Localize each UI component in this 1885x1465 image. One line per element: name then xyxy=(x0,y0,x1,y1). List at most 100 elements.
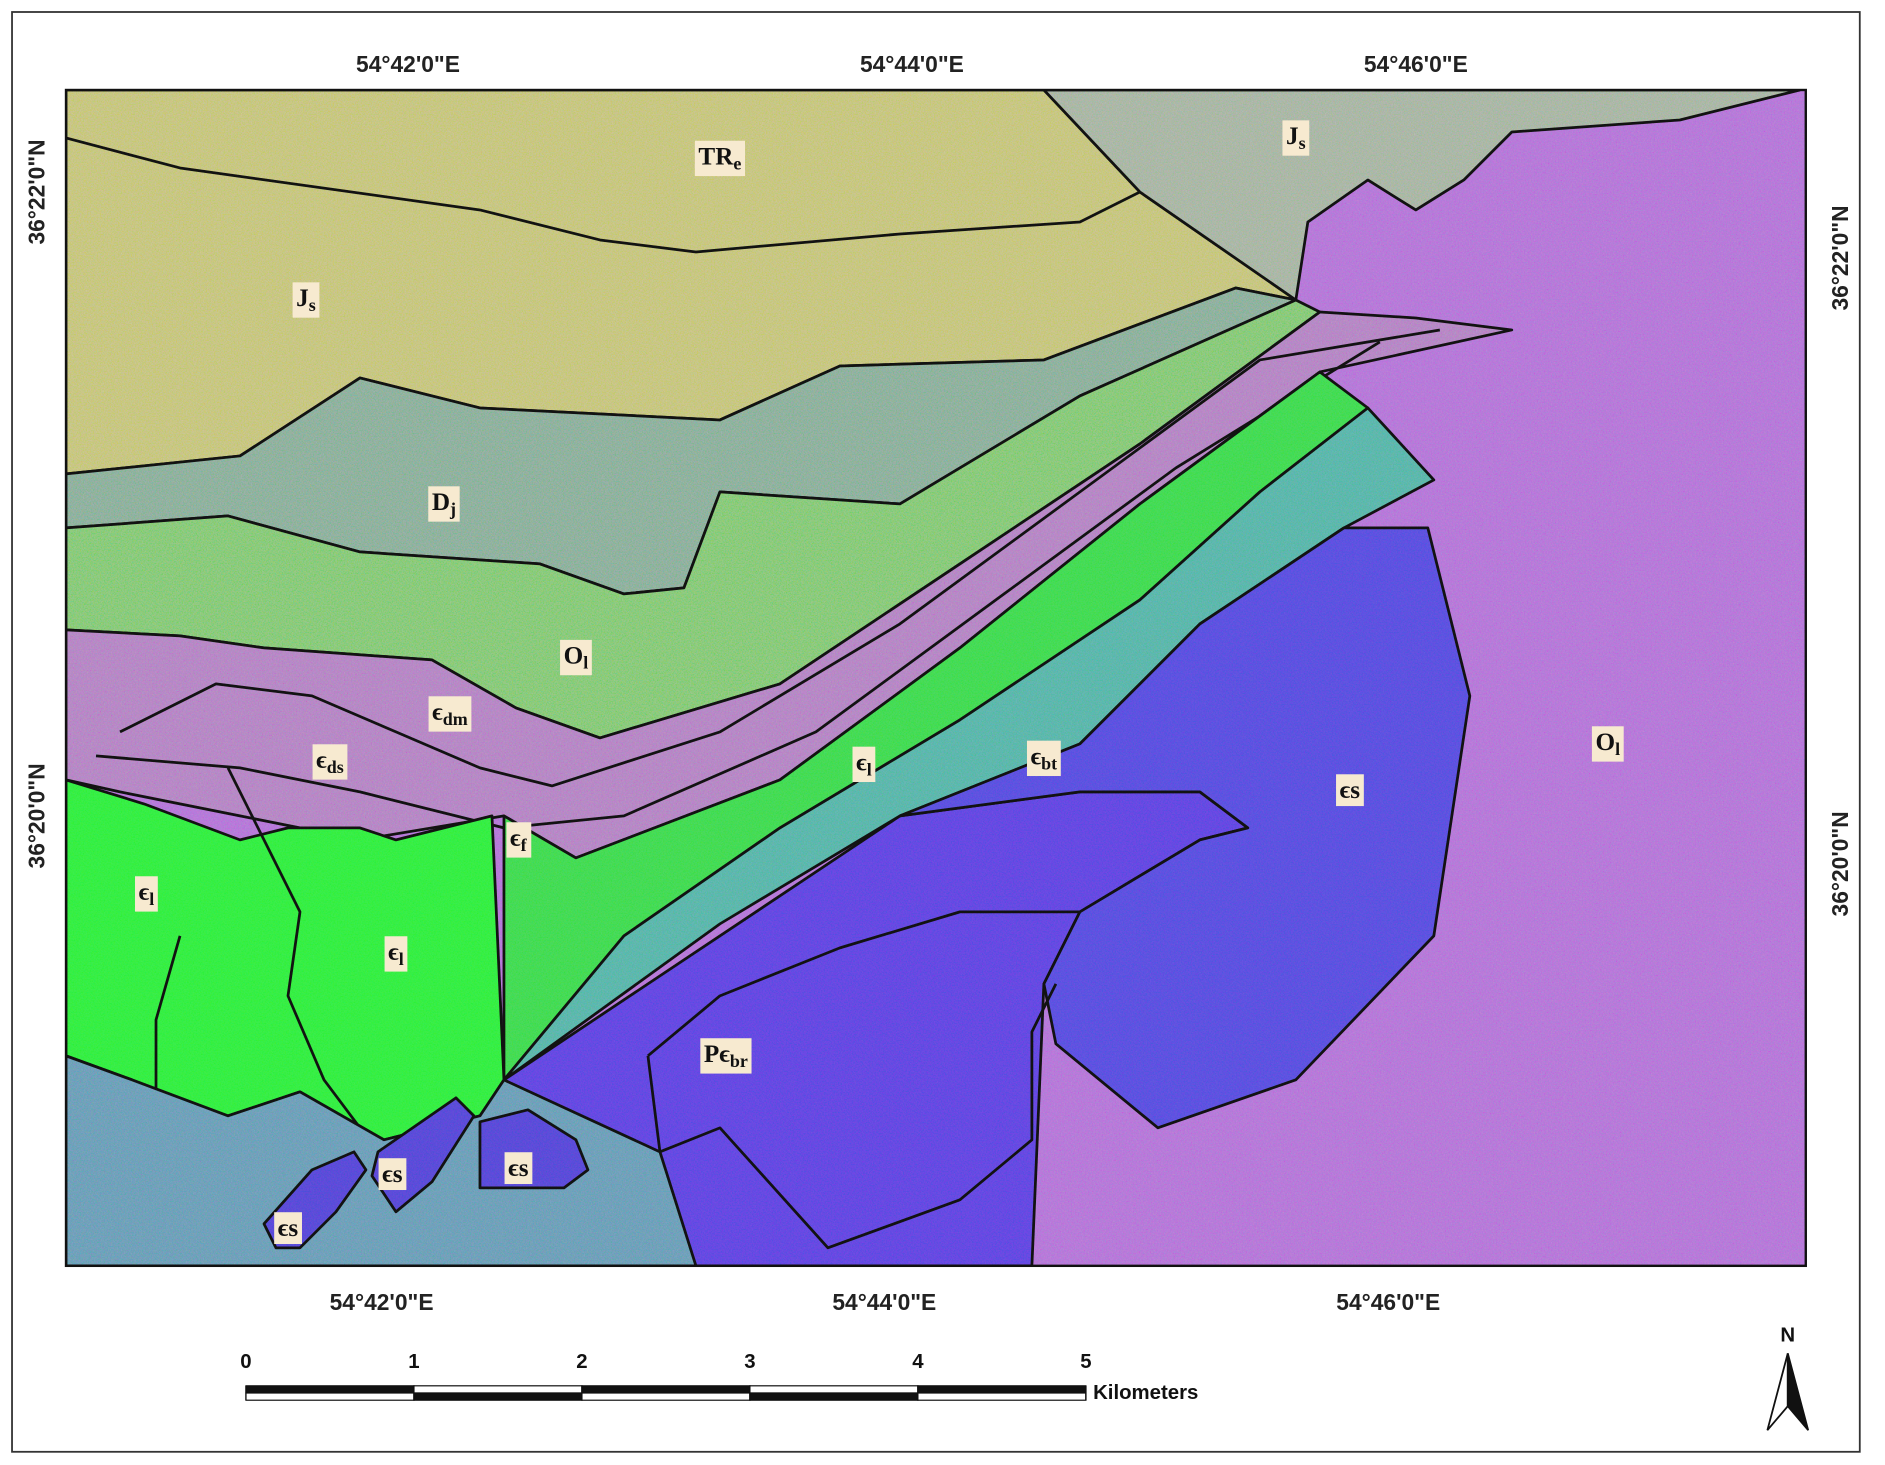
unit-label-text: ϵs xyxy=(278,1215,299,1242)
unit-label: Ol xyxy=(560,639,592,676)
label-background xyxy=(378,1158,407,1191)
unit-label: Dj xyxy=(428,486,460,522)
unit-symbol: ϵs xyxy=(278,1215,299,1242)
unit-subscript: j xyxy=(449,499,456,519)
unit-symbol: ϵ xyxy=(510,825,521,852)
unit-subscript: l xyxy=(1615,739,1620,759)
unit-symbol: ϵ xyxy=(432,699,443,726)
scale-tick-label: 2 xyxy=(576,1351,587,1373)
unit-symbol: ϵs xyxy=(1340,777,1361,804)
unit-label: ϵs xyxy=(504,1152,533,1185)
unit-subscript: f xyxy=(521,835,528,855)
unit-label: ϵbt xyxy=(1026,740,1061,777)
scale-tick-label: 1 xyxy=(408,1351,419,1373)
unit-symbol: TR xyxy=(698,143,734,170)
label-background xyxy=(1282,120,1310,156)
latitude-label: 36°22'0"N xyxy=(23,139,49,244)
unit-symbol: ϵ xyxy=(139,879,150,906)
unit-subscript: l xyxy=(149,889,154,909)
unit-symbol: D xyxy=(432,489,450,516)
label-background xyxy=(1591,726,1624,762)
scale-segment xyxy=(917,1385,1087,1394)
unit-label-text: Pϵbr xyxy=(704,1041,748,1072)
longitude-label: 54°42'0"E xyxy=(330,1289,434,1315)
label-background xyxy=(694,140,746,177)
unit-label: ϵl xyxy=(852,746,876,783)
scale-segment xyxy=(581,1392,751,1401)
unit-symbol: ϵ xyxy=(856,749,867,776)
coordinate-labels: 54°42'0"E 54°44'0"E 54°46'0"E 54°42'0"E … xyxy=(23,51,1852,1315)
label-background xyxy=(852,746,876,783)
unit-symbol: ϵs xyxy=(382,1161,403,1188)
unit-label: ϵs xyxy=(274,1212,302,1245)
unit-label-text: Dj xyxy=(432,489,456,520)
north-label: N xyxy=(1780,1324,1795,1346)
label-background xyxy=(1026,740,1061,777)
unit-label: TRe xyxy=(694,140,746,177)
longitude-label: 54°42'0"E xyxy=(356,51,460,77)
unit-subscript: dm xyxy=(443,709,468,729)
scale-segment xyxy=(749,1385,919,1394)
unit-subscript: s xyxy=(309,295,316,315)
unit-symbol: J xyxy=(1286,123,1299,150)
scale-segment xyxy=(413,1385,583,1394)
label-background xyxy=(428,486,460,522)
map-frame xyxy=(64,88,1807,1268)
unit-label: ϵl xyxy=(384,936,408,972)
unit-subscript: ds xyxy=(327,757,344,777)
north-arrow-right xyxy=(1786,1353,1810,1431)
unit-label-text: ϵf xyxy=(510,825,528,856)
label-background xyxy=(504,1152,533,1185)
unit-label-text: ϵs xyxy=(1340,777,1361,804)
unit-subscript: l xyxy=(399,949,404,969)
unit-label-text: ϵs xyxy=(382,1161,403,1188)
unit-symbol: ϵ xyxy=(1031,743,1042,770)
unit-label: ϵl xyxy=(135,876,158,912)
unit-label-text: TRe xyxy=(698,143,741,174)
unit-label: ϵdm xyxy=(428,696,472,732)
scale-tick-label: 4 xyxy=(912,1351,924,1373)
unit-symbol: ϵs xyxy=(508,1155,529,1182)
unit-subscript: e xyxy=(733,154,741,174)
speckle-texture xyxy=(66,89,1806,1266)
longitude-label: 54°44'0"E xyxy=(860,51,964,77)
longitude-label: 54°44'0"E xyxy=(832,1289,936,1315)
unit-symbol: O xyxy=(564,642,584,669)
longitude-label: 54°46'0"E xyxy=(1364,51,1468,77)
unit-symbol: Pϵ xyxy=(704,1041,730,1068)
longitude-label: 54°46'0"E xyxy=(1336,1289,1440,1315)
unit-symbol: O xyxy=(1596,729,1616,756)
unit-label-text: Js xyxy=(296,285,316,316)
unit-label: ϵds xyxy=(312,744,348,780)
label-background xyxy=(384,936,408,972)
unit-label: Js xyxy=(1282,120,1310,156)
unit-label: ϵf xyxy=(506,822,532,858)
label-background xyxy=(292,282,320,318)
scale-unit: Kilometers xyxy=(1093,1382,1198,1404)
unit-label-text: ϵs xyxy=(508,1155,529,1182)
label-background xyxy=(560,639,592,676)
unit-subscript: l xyxy=(867,760,872,780)
latitude-label: 36°20'0"N xyxy=(1827,811,1853,916)
unit-label-text: ϵl xyxy=(139,879,155,910)
unit-subscript: br xyxy=(730,1051,748,1071)
unit-label-text: ϵl xyxy=(856,749,872,780)
unit-label: ϵs xyxy=(378,1158,407,1191)
unit-label-text: Ol xyxy=(1596,729,1621,760)
scale-segment xyxy=(245,1392,415,1401)
unit-label-text: Js xyxy=(1286,123,1306,154)
latitude-label: 36°22'0"N xyxy=(1827,205,1853,310)
scale-segment xyxy=(917,1392,1087,1401)
latitude-label: 36°20'0"N xyxy=(23,763,49,868)
unit-label-text: ϵl xyxy=(388,939,404,970)
scale-segment xyxy=(413,1392,583,1401)
scale-tick-label: 5 xyxy=(1080,1351,1091,1373)
unit-symbol: ϵ xyxy=(388,939,399,966)
unit-subscript: bt xyxy=(1041,754,1057,774)
unit-subscript: s xyxy=(1299,133,1306,153)
unit-label-text: Ol xyxy=(564,642,589,673)
unit-label: ϵs xyxy=(1336,774,1364,807)
north-arrow: N xyxy=(1766,1324,1810,1431)
